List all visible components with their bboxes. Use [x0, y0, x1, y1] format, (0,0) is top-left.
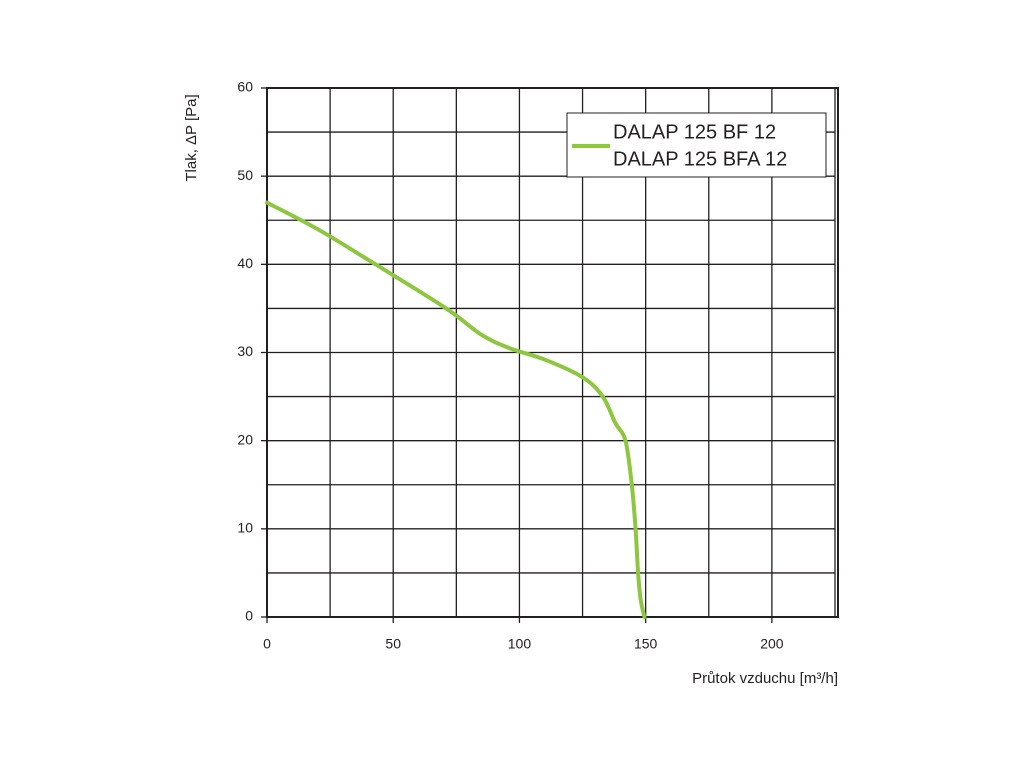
- legend-box: [566, 112, 827, 178]
- x-tick-label: 0: [263, 636, 271, 652]
- y-tick-label: 10: [237, 520, 253, 536]
- y-tick-label: 30: [237, 343, 253, 359]
- y-tick-label: 60: [237, 79, 253, 95]
- legend-label: DALAP 125 BFA 12: [613, 148, 787, 170]
- x-tick-label: 200: [760, 636, 784, 652]
- x-tick-label: 100: [508, 636, 532, 652]
- y-axis-label: Tlak, ΔP [Pa]: [183, 94, 200, 181]
- legend-label: DALAP 125 BF 12: [613, 121, 776, 143]
- y-tick-label: 0: [245, 608, 253, 624]
- y-tick-label: 50: [237, 167, 253, 183]
- x-axis-label: Průtok vzduchu [m³/h]: [692, 670, 838, 687]
- y-tick-label: 20: [237, 431, 253, 447]
- curve: [265, 200, 647, 619]
- x-tick-label: 150: [634, 636, 658, 652]
- x-tick-label: 50: [385, 636, 401, 652]
- y-tick-label: 40: [237, 255, 253, 271]
